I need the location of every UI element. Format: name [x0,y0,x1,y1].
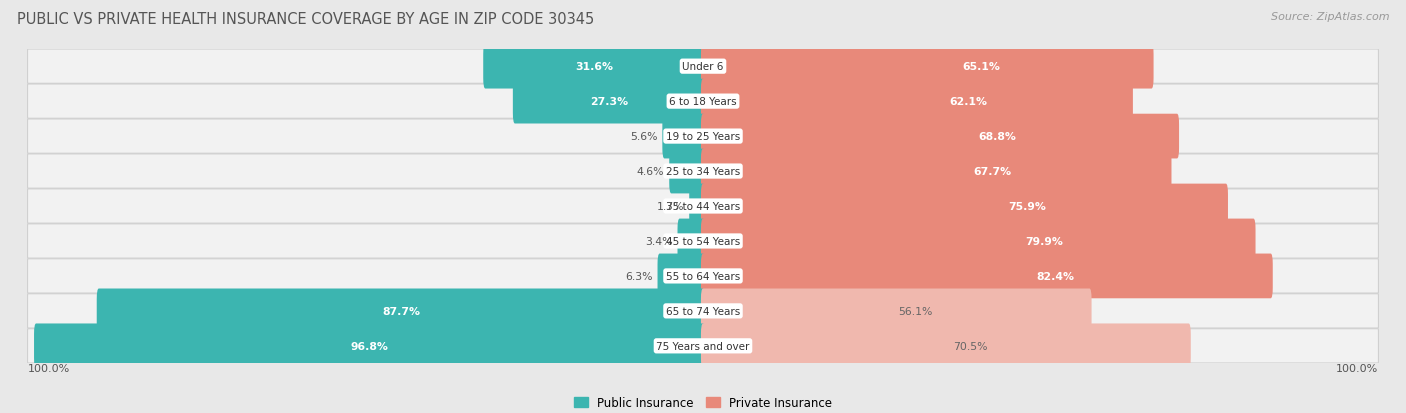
Text: 56.1%: 56.1% [898,306,932,316]
Text: 75.9%: 75.9% [1008,202,1046,211]
Text: 25 to 34 Years: 25 to 34 Years [666,166,740,177]
FancyBboxPatch shape [34,324,704,368]
Text: 67.7%: 67.7% [973,166,1011,177]
Text: 6 to 18 Years: 6 to 18 Years [669,97,737,107]
FancyBboxPatch shape [702,324,1191,368]
Text: 62.1%: 62.1% [949,97,987,107]
FancyBboxPatch shape [702,80,1133,124]
Text: 79.9%: 79.9% [1025,236,1063,247]
FancyBboxPatch shape [97,289,704,333]
FancyBboxPatch shape [28,329,1378,363]
Text: 4.6%: 4.6% [637,166,665,177]
Text: 5.6%: 5.6% [630,132,658,142]
FancyBboxPatch shape [28,224,1378,259]
FancyBboxPatch shape [28,190,1378,223]
Text: Source: ZipAtlas.com: Source: ZipAtlas.com [1271,12,1389,22]
Text: 45 to 54 Years: 45 to 54 Years [666,236,740,247]
Text: PUBLIC VS PRIVATE HEALTH INSURANCE COVERAGE BY AGE IN ZIP CODE 30345: PUBLIC VS PRIVATE HEALTH INSURANCE COVER… [17,12,595,27]
Text: 55 to 64 Years: 55 to 64 Years [666,271,740,281]
Text: 35 to 44 Years: 35 to 44 Years [666,202,740,211]
Text: 65.1%: 65.1% [962,62,1000,72]
Text: 70.5%: 70.5% [953,341,987,351]
FancyBboxPatch shape [28,85,1378,119]
Text: 19 to 25 Years: 19 to 25 Years [666,132,740,142]
Text: Under 6: Under 6 [682,62,724,72]
FancyBboxPatch shape [484,45,704,89]
FancyBboxPatch shape [28,50,1378,84]
Text: 68.8%: 68.8% [979,132,1015,142]
Legend: Public Insurance, Private Insurance: Public Insurance, Private Insurance [569,392,837,413]
FancyBboxPatch shape [702,150,1171,194]
Text: 100.0%: 100.0% [1336,363,1378,373]
FancyBboxPatch shape [702,184,1227,229]
FancyBboxPatch shape [658,254,704,299]
FancyBboxPatch shape [702,254,1272,299]
Text: 31.6%: 31.6% [575,62,613,72]
Text: 27.3%: 27.3% [591,97,628,107]
FancyBboxPatch shape [513,80,704,124]
Text: 100.0%: 100.0% [28,363,70,373]
FancyBboxPatch shape [28,259,1378,293]
FancyBboxPatch shape [28,120,1378,154]
FancyBboxPatch shape [689,184,704,229]
Text: 65 to 74 Years: 65 to 74 Years [666,306,740,316]
Text: 75 Years and over: 75 Years and over [657,341,749,351]
FancyBboxPatch shape [702,219,1256,263]
Text: 6.3%: 6.3% [626,271,652,281]
FancyBboxPatch shape [662,114,704,159]
FancyBboxPatch shape [702,114,1180,159]
FancyBboxPatch shape [678,219,704,263]
FancyBboxPatch shape [702,289,1091,333]
FancyBboxPatch shape [28,294,1378,328]
FancyBboxPatch shape [669,150,704,194]
Text: 1.7%: 1.7% [657,202,685,211]
Text: 3.4%: 3.4% [645,236,672,247]
Text: 96.8%: 96.8% [350,341,388,351]
FancyBboxPatch shape [702,45,1153,89]
Text: 82.4%: 82.4% [1036,271,1074,281]
Text: 87.7%: 87.7% [382,306,420,316]
FancyBboxPatch shape [28,154,1378,189]
